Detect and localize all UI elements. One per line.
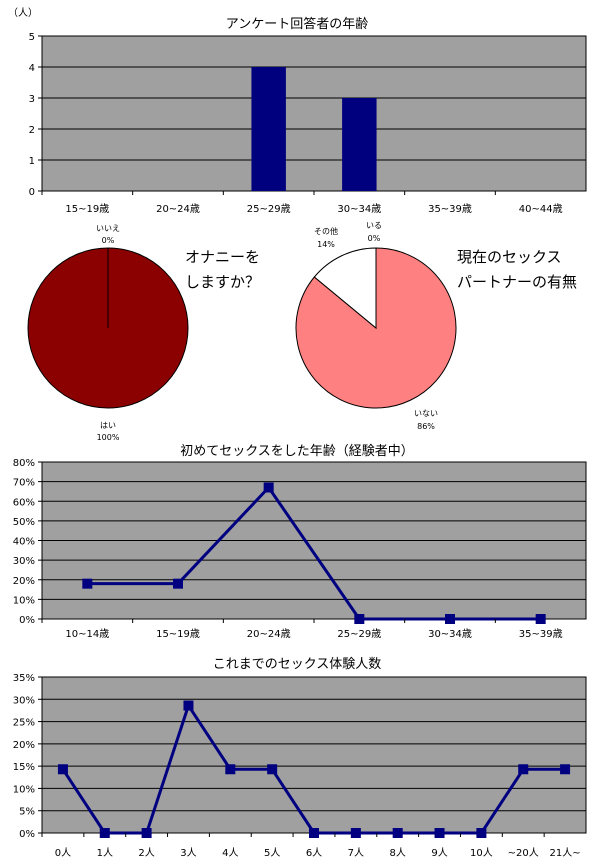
data-point [560,764,571,775]
y-tick-label: 5% [19,807,35,818]
x-tick-label: 35~39歳 [428,203,472,215]
data-point [535,614,546,624]
y-tick-label: 20% [13,740,35,751]
pie-percent: 0% [102,236,115,245]
pie-slice [313,247,377,330]
y-tick-label: 80% [13,458,35,469]
y-tick-label: 70% [13,478,35,489]
x-tick-label: 35~39歳 [519,628,563,640]
y-tick-label: 25% [13,718,35,729]
pie-label: はい [100,421,116,430]
data-point [434,828,445,838]
y-tick-label: 4 [29,63,35,74]
y-tick-label: 5 [29,32,35,43]
x-tick-label: 30~34歳 [428,628,472,640]
x-tick-label: 0人 [55,847,71,859]
pie-question-line: 現在のセックス [457,248,562,266]
data-point [350,828,361,838]
pie-percent: 100% [97,433,120,442]
x-tick-label: 15~19歳 [156,628,200,640]
y-tick-label: 40% [13,537,35,548]
bar [251,67,286,191]
x-tick-label: 6人 [306,847,322,859]
pie-percent: 86% [417,422,435,431]
data-point [309,828,319,838]
plot-background [41,35,587,192]
x-tick-label: 9人 [431,847,447,859]
bar [342,98,377,191]
data-point [99,828,110,838]
y-tick-label: 20% [13,576,35,587]
data-point [476,828,487,838]
data-point [445,614,455,624]
chart-title: アンケート回答者の年齢 [226,16,368,32]
x-tick-label: 25~29歳 [247,203,291,215]
x-tick-label: 2人 [138,847,154,859]
pie-percent: 14% [317,240,335,249]
data-point [267,764,278,775]
pie-question-line: しますか？ [185,273,260,291]
x-tick-label: 8人 [390,847,406,859]
x-tick-label: 1人 [97,847,113,859]
x-tick-label: 20~24歳 [247,628,291,640]
y-tick-label: 3 [29,94,35,105]
pie-label: その他 [314,226,338,236]
y-axis-unit-label: （人） [8,7,38,19]
plot-area [38,461,587,620]
y-tick-label: 10% [13,595,35,606]
x-tick-label: 40~44歳 [519,203,563,215]
x-tick-label: 4人 [222,847,238,859]
pie [27,247,189,409]
data-point [183,700,194,711]
data-point [57,764,68,775]
y-tick-label: 30% [13,556,35,567]
y-tick-label: 0% [19,829,35,840]
x-tick-label: 15~19歳 [65,203,109,215]
data-point [82,578,93,589]
y-tick-label: 50% [13,517,35,528]
pie-label: いる [366,221,382,230]
pie [295,247,457,409]
y-tick-label: 0 [29,187,35,198]
data-point [263,482,274,493]
data-point [354,614,365,624]
pie-percent: 0% [368,234,381,243]
x-tick-label: 25~29歳 [337,628,381,640]
data-point [173,578,183,589]
y-tick-label: 60% [13,497,35,508]
pie-question-line: パートナーの有無 [457,273,577,291]
x-tick-label: 10人 [470,847,493,859]
y-tick-label: 15% [13,762,35,773]
pie-label: いない [414,409,438,418]
pie-label: いいえ [96,224,120,233]
x-tick-label: 3人 [180,847,196,859]
x-tick-label: 20~24歳 [156,203,200,215]
y-tick-label: 1 [29,156,35,167]
chart-title: 初めてセックスをした年齢（経験者中） [180,444,414,459]
x-tick-label: 30~34歳 [337,203,381,215]
y-tick-label: 35% [13,673,35,684]
series-line [87,486,541,621]
chart-title: これまでのセックス体験人数 [213,657,382,672]
pie-question-line: オナニーを [185,248,260,266]
plot-area [38,35,587,192]
y-tick-label: 30% [13,695,35,706]
plot-area [38,676,587,834]
x-tick-label: 21人~ [550,847,581,859]
y-tick-label: 10% [13,784,35,795]
x-tick-label: 10~14歳 [65,628,109,640]
data-point [141,828,152,838]
x-tick-label: 7人 [348,847,364,859]
plot-background [41,676,587,834]
x-tick-label: 5人 [264,847,280,859]
y-tick-label: 2 [29,125,35,136]
y-tick-label: 0% [19,615,35,626]
data-point [518,764,529,775]
x-tick-label: ~20人 [508,847,539,859]
data-point [225,764,236,775]
data-point [392,828,403,838]
